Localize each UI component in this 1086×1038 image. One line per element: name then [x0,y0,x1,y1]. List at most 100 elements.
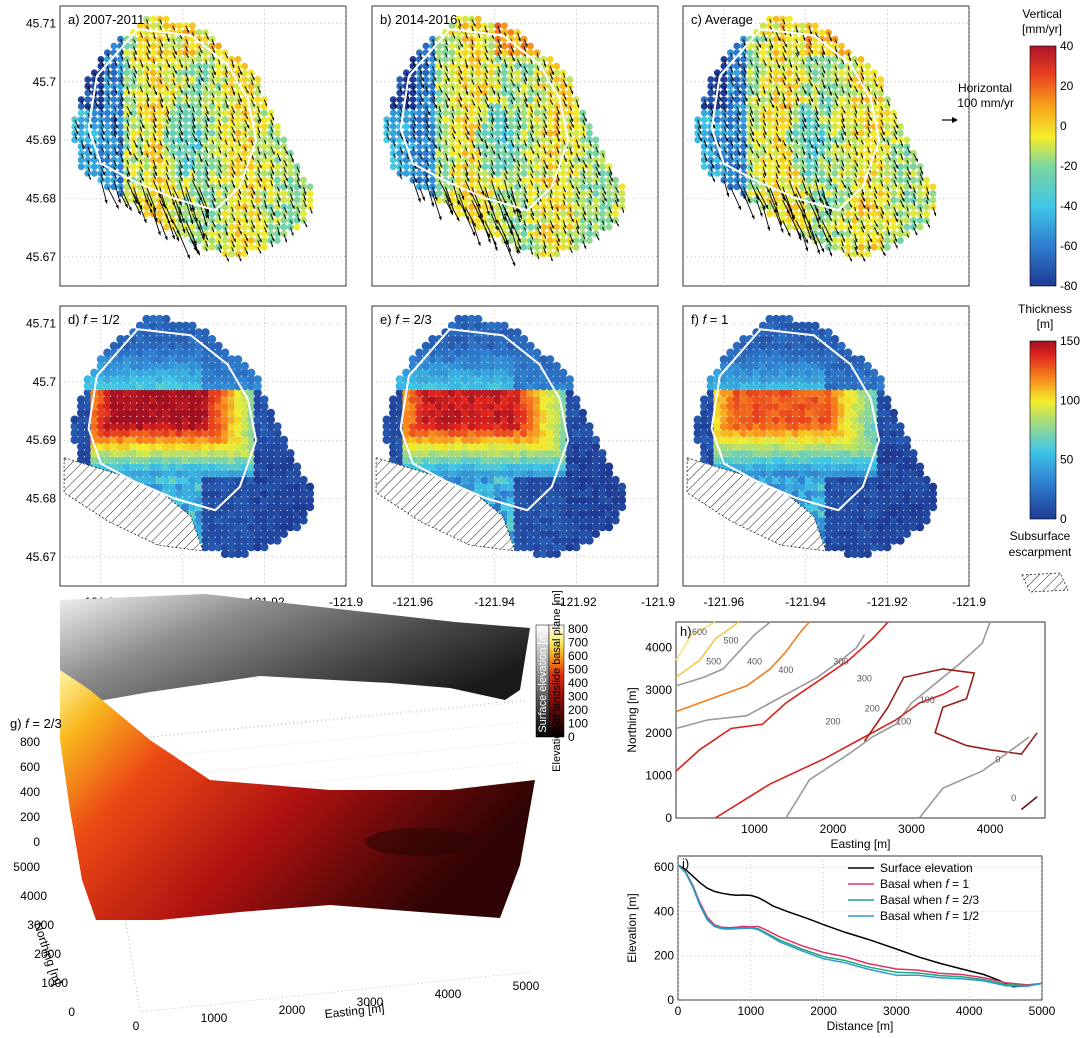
data-point [260,237,268,244]
data-point [156,82,164,90]
velocity-arrowhead [115,63,117,66]
data-point [514,96,521,103]
data-point [546,210,554,218]
data-point [461,69,469,77]
data-point [208,129,216,137]
velocity-arrowhead [170,219,174,224]
data-point [429,102,436,110]
velocity-arrowhead [400,162,402,165]
velocity-arrowhead [176,237,179,242]
velocity-arrowhead [472,42,474,45]
velocity-arrowhead [167,64,170,68]
data-point [792,143,800,151]
velocity-arrowhead [570,176,572,179]
data-point [215,196,222,204]
data-point [700,136,708,144]
data-point [104,170,111,177]
velocity-arrowhead [265,103,267,106]
data-point [553,102,561,110]
velocity-arrowhead [439,137,442,140]
velocity-arrowhead [419,71,422,75]
data-point [572,163,580,171]
velocity-arrowhead [187,29,189,33]
velocity-arrowhead [134,57,137,61]
data-point [553,250,561,258]
velocity-arrowhead [459,97,462,101]
velocity-arrowhead [265,230,267,233]
data-point [864,223,872,231]
data-point [514,136,521,144]
data-point [501,223,508,231]
velocity-arrow [198,200,208,227]
data-point [838,190,845,197]
velocity-arrowhead [524,223,526,226]
velocity-arrowhead [264,142,266,144]
data-point [487,89,495,97]
velocity-arrowhead [472,145,475,149]
velocity-arrowhead [147,44,150,48]
data-point [274,176,281,184]
data-point [798,163,806,171]
data-point [104,129,111,137]
data-point [766,35,773,43]
data-point [772,156,780,164]
velocity-arrowhead [550,196,552,198]
velocity-arrowhead [115,204,119,209]
data-point [720,96,728,103]
data-point [104,123,111,130]
data-point [189,42,196,50]
velocity-arrowhead [544,131,547,135]
velocity-arrowhead [232,92,236,96]
velocity-arrowhead [498,142,500,145]
velocity-arrowhead [491,109,494,112]
velocity-arrowhead [259,165,262,169]
velocity-arrowhead [589,156,592,159]
velocity-arrowhead [232,123,235,126]
velocity-arrowhead [512,97,515,101]
velocity-arrowhead [147,155,149,158]
velocity-arrowhead [213,205,216,208]
data-point [883,196,891,204]
data-point [189,136,196,144]
data-point [169,123,177,130]
data-point [267,149,275,157]
data-point [241,76,249,83]
velocity-arrowhead [550,142,552,144]
data-point [71,136,79,144]
data-point [422,69,430,77]
velocity-arrowhead [153,62,155,64]
data-point [612,176,619,184]
velocity-arrowhead [232,138,236,142]
data-point [162,49,170,57]
data-point [740,56,747,63]
data-point [468,116,476,124]
velocity-arrowhead [199,197,203,202]
data-point [429,143,436,151]
data-point [143,49,151,57]
data-point [713,163,721,171]
data-point [883,170,891,177]
velocity-arrowhead [512,262,516,267]
velocity-arrowhead [447,198,451,203]
data-point [864,237,872,244]
data-point [520,109,528,117]
data-point [559,82,567,90]
velocity-arrow [471,186,481,208]
data-point [117,102,124,110]
data-point [877,102,885,110]
velocity-arrowhead [101,178,104,181]
velocity-arrow [120,186,132,211]
data-point [818,237,826,244]
velocity-arrowhead [452,170,455,173]
data-point [700,109,708,117]
velocity-arrowhead [394,104,397,108]
velocity-arrow [191,179,203,202]
data-point [487,96,495,103]
data-point [838,149,845,157]
velocity-arrowhead [137,201,140,206]
velocity-arrowhead [206,214,209,219]
velocity-arrowhead [173,28,175,30]
velocity-arrowhead [140,138,143,142]
data-point [586,143,593,151]
data-point [870,237,878,244]
